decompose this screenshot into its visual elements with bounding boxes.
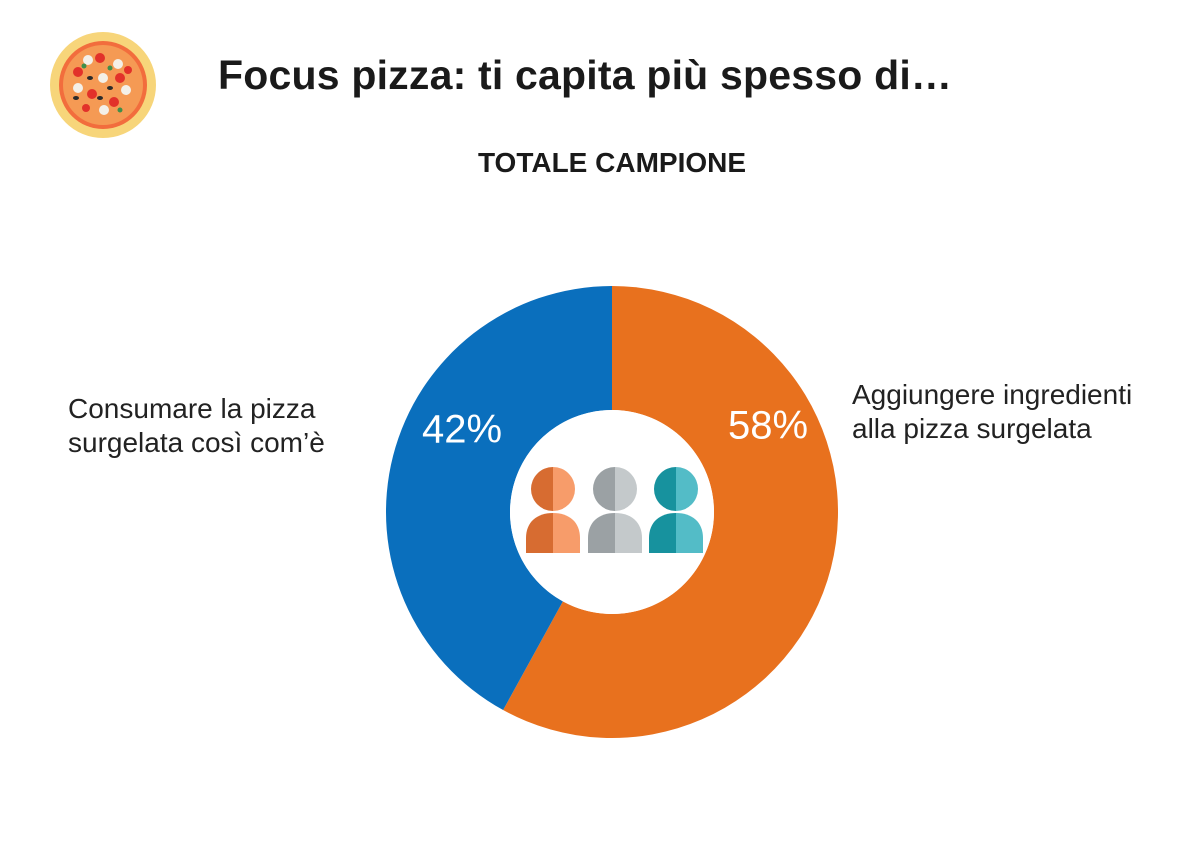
- donut-slice-1: [385, 286, 612, 711]
- slice-label-consumare: Consumare la pizza surgelata così com’è: [68, 392, 325, 460]
- donut-slice-0: [503, 286, 838, 738]
- slice-label-aggiungere: Aggiungere ingredienti alla pizza surgel…: [852, 378, 1132, 446]
- donut-hole: [510, 410, 714, 614]
- person-icon-2: [649, 467, 703, 553]
- slice-value-label-1: 42%: [422, 408, 502, 452]
- person-icon-1: [588, 467, 642, 553]
- person-icon-0: [526, 467, 580, 553]
- slice-label-consumare-line-1: Consumare la pizza: [68, 393, 316, 424]
- chart-subtitle: TOTALE CAMPIONE: [477, 147, 747, 178]
- pizza-icon: [50, 32, 156, 138]
- slice-value-label-0: 58%: [728, 404, 808, 448]
- slice-label-aggiungere-line-2: alla pizza surgelata: [852, 413, 1092, 444]
- slice-label-consumare-line-2: surgelata così com’è: [68, 427, 325, 458]
- people-group-icon: [526, 467, 703, 553]
- slice-label-aggiungere-line-1: Aggiungere ingredienti: [852, 379, 1133, 410]
- page-title: Focus pizza: ti capita più spesso di…: [218, 52, 953, 98]
